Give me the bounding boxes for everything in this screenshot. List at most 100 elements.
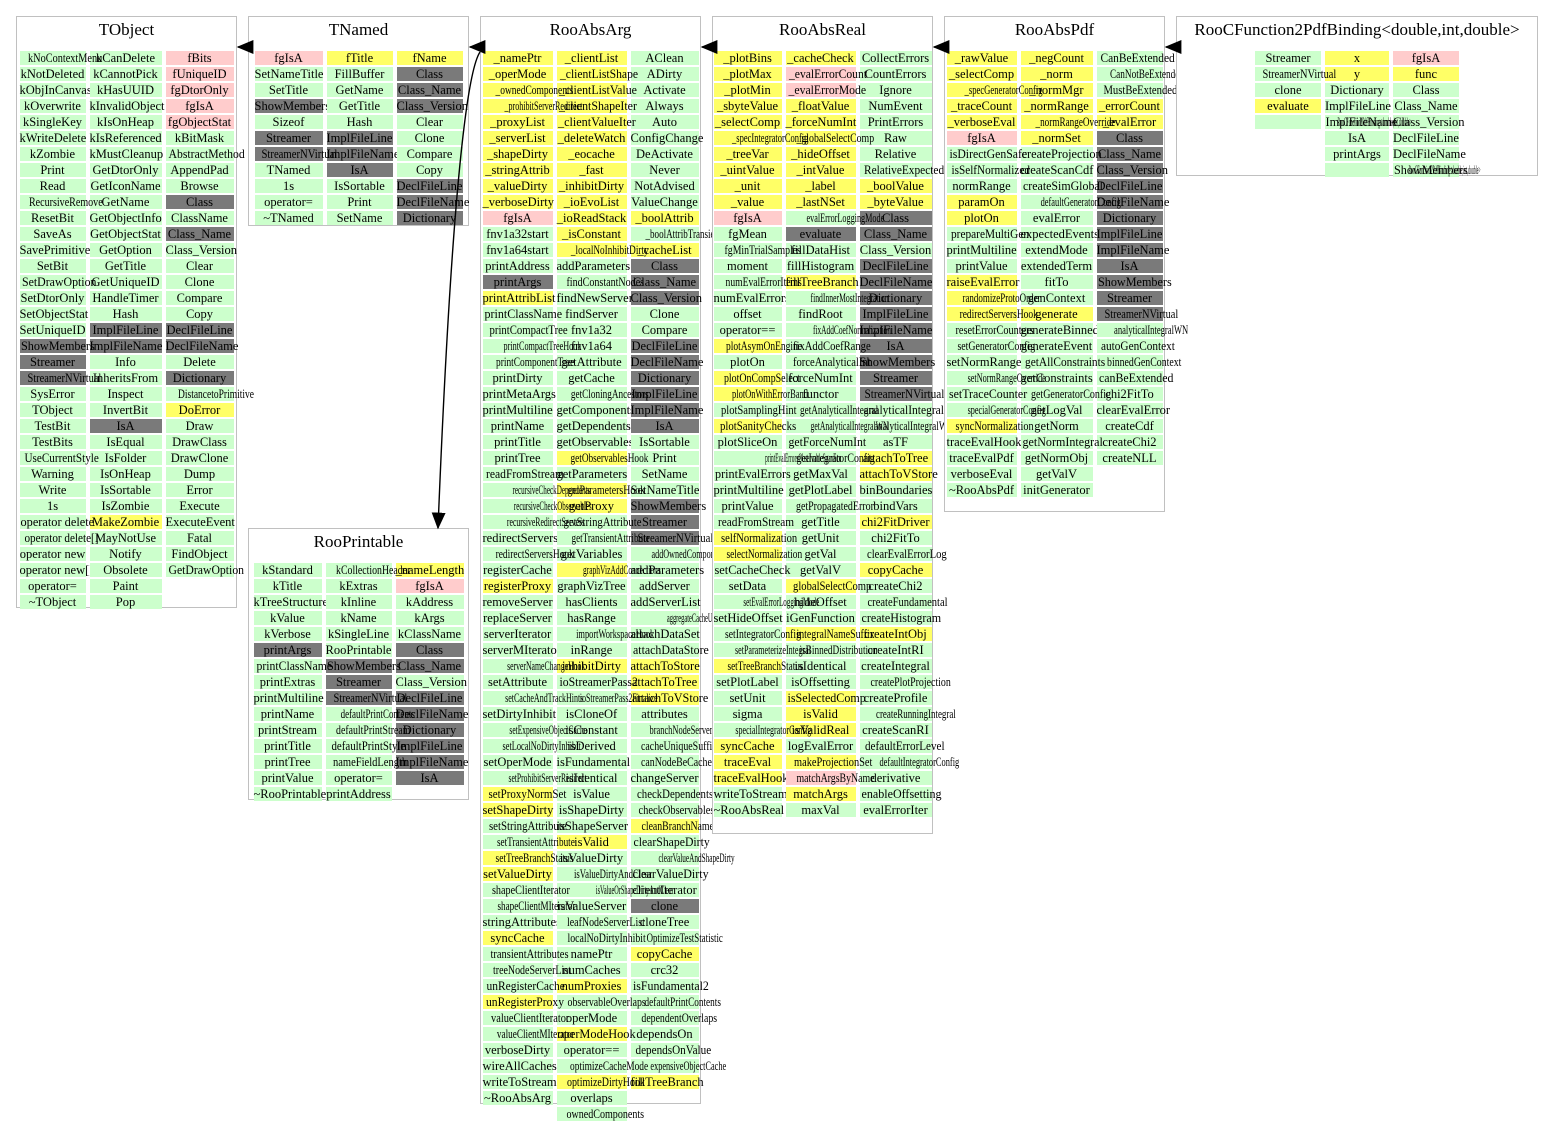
member-entry: kSingleLine (325, 627, 392, 641)
member-entry: GetIconName (89, 179, 162, 193)
member-entry: ImplFileName (630, 403, 703, 417)
member-entry: _ioReadStack (556, 211, 627, 225)
member-label: _rawValue (954, 51, 1009, 65)
member-entry: SetTitle (254, 83, 323, 97)
member-entry: operator new[] (19, 563, 93, 577)
member-entry: IsA (630, 419, 699, 433)
member-entry: getTransientAttribute (556, 531, 649, 545)
member-entry: getVariables (556, 547, 627, 561)
member-entry: _selectComp (713, 115, 782, 129)
member-entry: verboseDirty (482, 1043, 553, 1057)
member-label: Clear (185, 259, 214, 273)
member-label: evalErrorIter (863, 803, 928, 817)
member-label: getProxy (568, 499, 615, 513)
member-entry: createScanCdf (1020, 163, 1093, 177)
member-label: copyCache (867, 563, 924, 577)
member-label: Write (38, 483, 67, 497)
member-label: ImplFileName (89, 339, 163, 353)
member-entry: plotAsymOnEngine (713, 339, 802, 353)
member-label: Class (650, 259, 679, 273)
member-entry: createFundamental (859, 595, 947, 609)
member-label: _specIntegratorConfig (731, 131, 808, 145)
member-entry: Class_Version (396, 99, 468, 113)
member-label: DeclFileLine (396, 691, 463, 705)
member-label: recursiveCheckDependents (511, 483, 590, 497)
member-entry: graphVizTree (556, 579, 627, 593)
member-entry: ~TObject (19, 595, 86, 609)
member-label: printValue (721, 499, 774, 513)
member-entry: fTitle (326, 51, 393, 65)
member-column: fName Class Class_Name Class_Version Clear Cl… (396, 51, 469, 227)
member-label: writeToStream (482, 1075, 557, 1089)
member-label: IsSortable (100, 483, 151, 497)
member-label: Delete (183, 355, 216, 369)
member-entry: extendedTerm (1020, 259, 1093, 273)
member-label: kSingleKey (22, 115, 83, 129)
member-label: unRegisterProxy (485, 995, 564, 1009)
member-entry: printCompactTreeHook (482, 339, 581, 353)
member-label: traceEvalHook (713, 771, 789, 785)
member-label: defaultGeneratorConfig (1040, 195, 1121, 209)
member-label: _selectComp (714, 115, 781, 129)
member-entry: Print (19, 163, 86, 177)
member-column: _rawValue _selectComp _specGeneratorConfig… (946, 51, 1045, 499)
member-label: selfNormalization (720, 531, 797, 545)
member-entry: kValue (253, 611, 322, 625)
member-label: TestBit (34, 419, 71, 433)
member-entry: Class_Name (859, 227, 932, 241)
member-entry: fgIsA (482, 211, 553, 225)
member-label: _globalSelectComp (795, 131, 874, 145)
member-entry: TObject (19, 403, 86, 417)
member-entry: ImplFileName (1096, 243, 1169, 257)
member-label: canBeExtended (1098, 371, 1173, 385)
member-label: printMultiline (482, 403, 553, 417)
member-entry: kVerbose (253, 627, 322, 641)
member-entry: SavePrimitive (19, 243, 90, 257)
member-label: _clientListValue (558, 83, 637, 97)
member-entry: addParameters (556, 259, 630, 273)
member-label: Dictionary (1330, 83, 1384, 97)
member-entry: TestBit (19, 419, 86, 433)
member-entry: _specGeneratorConfig (946, 83, 1042, 97)
member-label: IsA (655, 419, 674, 433)
member-entry: fgIsA (1393, 51, 1459, 65)
member-label: setGeneratorConfig (956, 339, 1035, 353)
member-label: _normMgr (1029, 83, 1084, 97)
member-entry: autoGenContext (1096, 339, 1174, 353)
member-entry: Streamer (859, 371, 932, 385)
member-label: Clear (415, 115, 444, 129)
member-entry: printAddress (482, 259, 553, 273)
member-entry: CanNotBeExtended (1096, 67, 1183, 81)
member-label: _sbyteValue (716, 99, 779, 113)
member-label: TNamed (266, 163, 311, 177)
member-label: Class (1115, 131, 1144, 145)
member-entry: Paint (89, 579, 162, 593)
member-entry: getAllConstraints (1020, 355, 1105, 369)
member-label: writeToStream (713, 787, 788, 801)
class-box-rooabsarg: RooAbsArg _namePtr _operMode _ownedComponen… (480, 16, 742, 1121)
member-entry: Streamer (325, 675, 392, 689)
member-entry: ImplFileLine (630, 387, 699, 401)
member-label: operator new[] (19, 563, 94, 577)
member-label: StreamerNVirtual (1104, 307, 1178, 321)
member-label: valueClientIterator (490, 1011, 569, 1025)
member-entry: extendMode (1020, 243, 1093, 257)
member-label: moment (727, 259, 768, 273)
member-entry: kInvalidObject (89, 99, 164, 113)
member-entry: fixAddCoefRange (785, 339, 870, 353)
member-label: printAddress (485, 259, 550, 273)
member-label: fgDtorOnly (170, 83, 229, 97)
member-label: ~TNamed (263, 211, 314, 225)
member-entry: _rawValue (946, 51, 1017, 65)
member-label: ~RooAbsArg (484, 1091, 551, 1105)
member-entry: setGeneratorConfig (946, 339, 1035, 353)
member-label: GetObjectStat (90, 227, 161, 241)
member-label: setProxyNormSet (488, 787, 566, 801)
member-entry: printName (482, 419, 553, 433)
member-entry: CanBeExtended (1096, 51, 1174, 65)
member-entry: selfNormalization (713, 531, 797, 545)
member-label: Streamer (872, 371, 919, 385)
member-label: hasRange (567, 611, 616, 625)
member-entry: fUniqueID (165, 67, 234, 81)
member-entry: _boolAttrib (630, 211, 699, 225)
